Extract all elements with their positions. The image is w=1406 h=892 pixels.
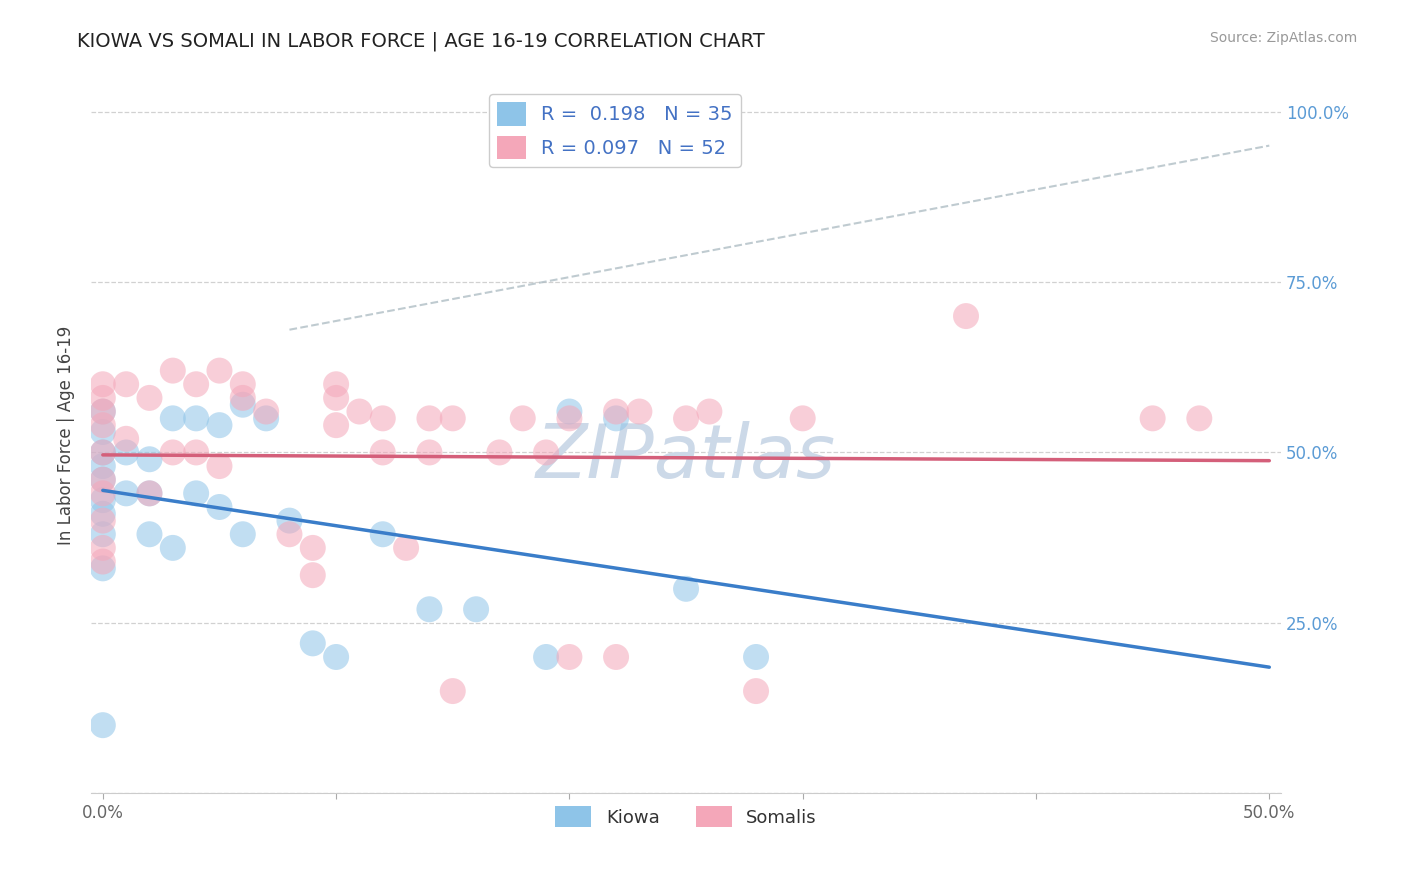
Point <box>534 445 557 459</box>
Point <box>91 555 114 569</box>
Point <box>91 486 114 500</box>
Point <box>1142 411 1164 425</box>
Point <box>91 473 114 487</box>
Y-axis label: In Labor Force | Age 16-19: In Labor Force | Age 16-19 <box>58 326 75 545</box>
Point <box>91 404 114 418</box>
Point <box>162 411 184 425</box>
Point <box>232 398 254 412</box>
Point <box>115 377 138 392</box>
Point <box>162 363 184 377</box>
Legend: Kiowa, Somalis: Kiowa, Somalis <box>548 799 824 834</box>
Point <box>91 445 114 459</box>
Point <box>91 561 114 575</box>
Point <box>699 404 721 418</box>
Point <box>232 527 254 541</box>
Point <box>745 684 768 698</box>
Point <box>91 473 114 487</box>
Point <box>325 418 347 433</box>
Point <box>278 527 301 541</box>
Point <box>325 377 347 392</box>
Point <box>605 411 627 425</box>
Point <box>232 377 254 392</box>
Point <box>184 445 207 459</box>
Point <box>441 684 464 698</box>
Point <box>371 445 394 459</box>
Point <box>91 459 114 474</box>
Point <box>534 650 557 665</box>
Point <box>162 445 184 459</box>
Point <box>301 541 323 555</box>
Point <box>91 493 114 508</box>
Point <box>418 411 440 425</box>
Point <box>558 650 581 665</box>
Point <box>91 425 114 439</box>
Point <box>115 432 138 446</box>
Point <box>91 718 114 732</box>
Text: ZIPatlas: ZIPatlas <box>536 421 837 493</box>
Point <box>138 486 160 500</box>
Point <box>792 411 814 425</box>
Point <box>605 404 627 418</box>
Point <box>254 404 277 418</box>
Point <box>675 411 697 425</box>
Point <box>371 527 394 541</box>
Point <box>208 418 231 433</box>
Point <box>91 377 114 392</box>
Text: KIOWA VS SOMALI IN LABOR FORCE | AGE 16-19 CORRELATION CHART: KIOWA VS SOMALI IN LABOR FORCE | AGE 16-… <box>77 31 765 51</box>
Point <box>91 514 114 528</box>
Point <box>208 459 231 474</box>
Point <box>1188 411 1211 425</box>
Point <box>441 411 464 425</box>
Point <box>418 445 440 459</box>
Point <box>208 363 231 377</box>
Point <box>138 527 160 541</box>
Point <box>278 514 301 528</box>
Point <box>184 411 207 425</box>
Point <box>115 445 138 459</box>
Point <box>91 445 114 459</box>
Point <box>465 602 488 616</box>
Point <box>418 602 440 616</box>
Point <box>91 527 114 541</box>
Point <box>628 404 651 418</box>
Point <box>162 541 184 555</box>
Point <box>301 568 323 582</box>
Text: Source: ZipAtlas.com: Source: ZipAtlas.com <box>1209 31 1357 45</box>
Point <box>955 309 977 323</box>
Point <box>371 411 394 425</box>
Point <box>184 377 207 392</box>
Point <box>675 582 697 596</box>
Point <box>91 418 114 433</box>
Point <box>138 391 160 405</box>
Point <box>91 507 114 521</box>
Point <box>512 411 534 425</box>
Point <box>395 541 418 555</box>
Point <box>184 486 207 500</box>
Point <box>325 650 347 665</box>
Point <box>91 391 114 405</box>
Point <box>301 636 323 650</box>
Point <box>488 445 510 459</box>
Point <box>349 404 371 418</box>
Point <box>138 452 160 467</box>
Point <box>91 541 114 555</box>
Point <box>325 391 347 405</box>
Point <box>558 404 581 418</box>
Point <box>605 650 627 665</box>
Point <box>232 391 254 405</box>
Point <box>208 500 231 514</box>
Point <box>745 650 768 665</box>
Point <box>115 486 138 500</box>
Point <box>254 411 277 425</box>
Point <box>91 404 114 418</box>
Point <box>558 411 581 425</box>
Point <box>138 486 160 500</box>
